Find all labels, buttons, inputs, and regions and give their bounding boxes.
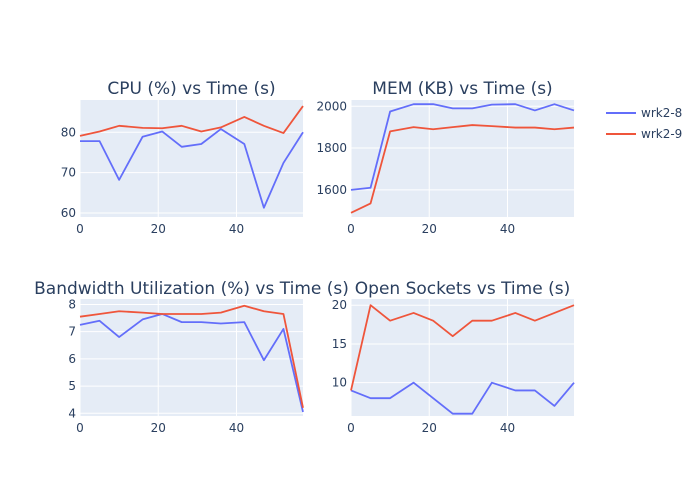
series-line-wrk2-8: [350, 103, 575, 191]
y-tick-label: 80: [61, 125, 76, 139]
y-tick-label: 4: [68, 406, 76, 420]
subplot-title: Open Sockets vs Time (s): [355, 279, 570, 299]
y-tick-label: 2000: [316, 99, 347, 113]
subplot-4: 0 20 40 10 15 20 Open Sockets vs Time (s): [332, 279, 575, 435]
x-tick-label: 20: [422, 421, 437, 435]
series-line-wrk2-9: [79, 304, 304, 409]
series-line-wrk2-8: [79, 313, 304, 413]
subplot-1: 0 20 40 60 70 80 CPU (%) vs Time (s): [61, 79, 304, 236]
x-tick-label: 0: [76, 222, 84, 236]
x-tick-label: 40: [500, 222, 515, 236]
subplot-title: MEM (KB) vs Time (s): [372, 79, 552, 99]
y-tick-label: 1600: [316, 183, 347, 197]
legend: wrk2-8 wrk2-9: [606, 106, 682, 141]
x-tick-label: 40: [229, 421, 244, 435]
series-line-wrk2-9: [350, 304, 575, 391]
subplot-2: 0 20 40 1600 1800 2000 MEM (KB) vs Time (s): [316, 79, 575, 236]
y-tick-label: 8: [68, 297, 76, 311]
x-tick-label: 40: [500, 421, 515, 435]
plot-area: [351, 100, 574, 217]
x-tick-label: 20: [422, 222, 437, 236]
series-line-wrk2-9: [350, 124, 575, 214]
series-line-wrk2-9: [79, 105, 304, 137]
subplot-title: Bandwidth Utilization (%) vs Time (s): [34, 279, 349, 299]
legend-label: wrk2-8: [641, 106, 682, 120]
y-tick-label: 60: [61, 206, 76, 220]
series-line-wrk2-8: [80, 128, 304, 209]
legend-label: wrk2-9: [641, 127, 682, 141]
x-tick-label: 0: [347, 421, 355, 435]
x-tick-label: 20: [151, 421, 166, 435]
y-tick-label: 15: [332, 337, 347, 351]
x-tick-label: 20: [151, 222, 166, 236]
y-tick-label: 5: [68, 379, 76, 393]
plot-area: [80, 299, 303, 416]
y-tick-label: 70: [61, 166, 76, 180]
y-tick-label: 20: [332, 298, 347, 312]
y-tick-label: 6: [68, 352, 76, 366]
x-tick-label: 0: [347, 222, 355, 236]
subplot-title: CPU (%) vs Time (s): [107, 79, 275, 99]
y-tick-label: 7: [68, 325, 76, 339]
plot-area: [80, 100, 303, 217]
y-tick-label: 10: [332, 376, 347, 390]
x-tick-label: 0: [76, 421, 84, 435]
y-tick-label: 1800: [316, 141, 347, 155]
series-line-wrk2-8: [350, 381, 575, 415]
x-tick-label: 40: [229, 222, 244, 236]
